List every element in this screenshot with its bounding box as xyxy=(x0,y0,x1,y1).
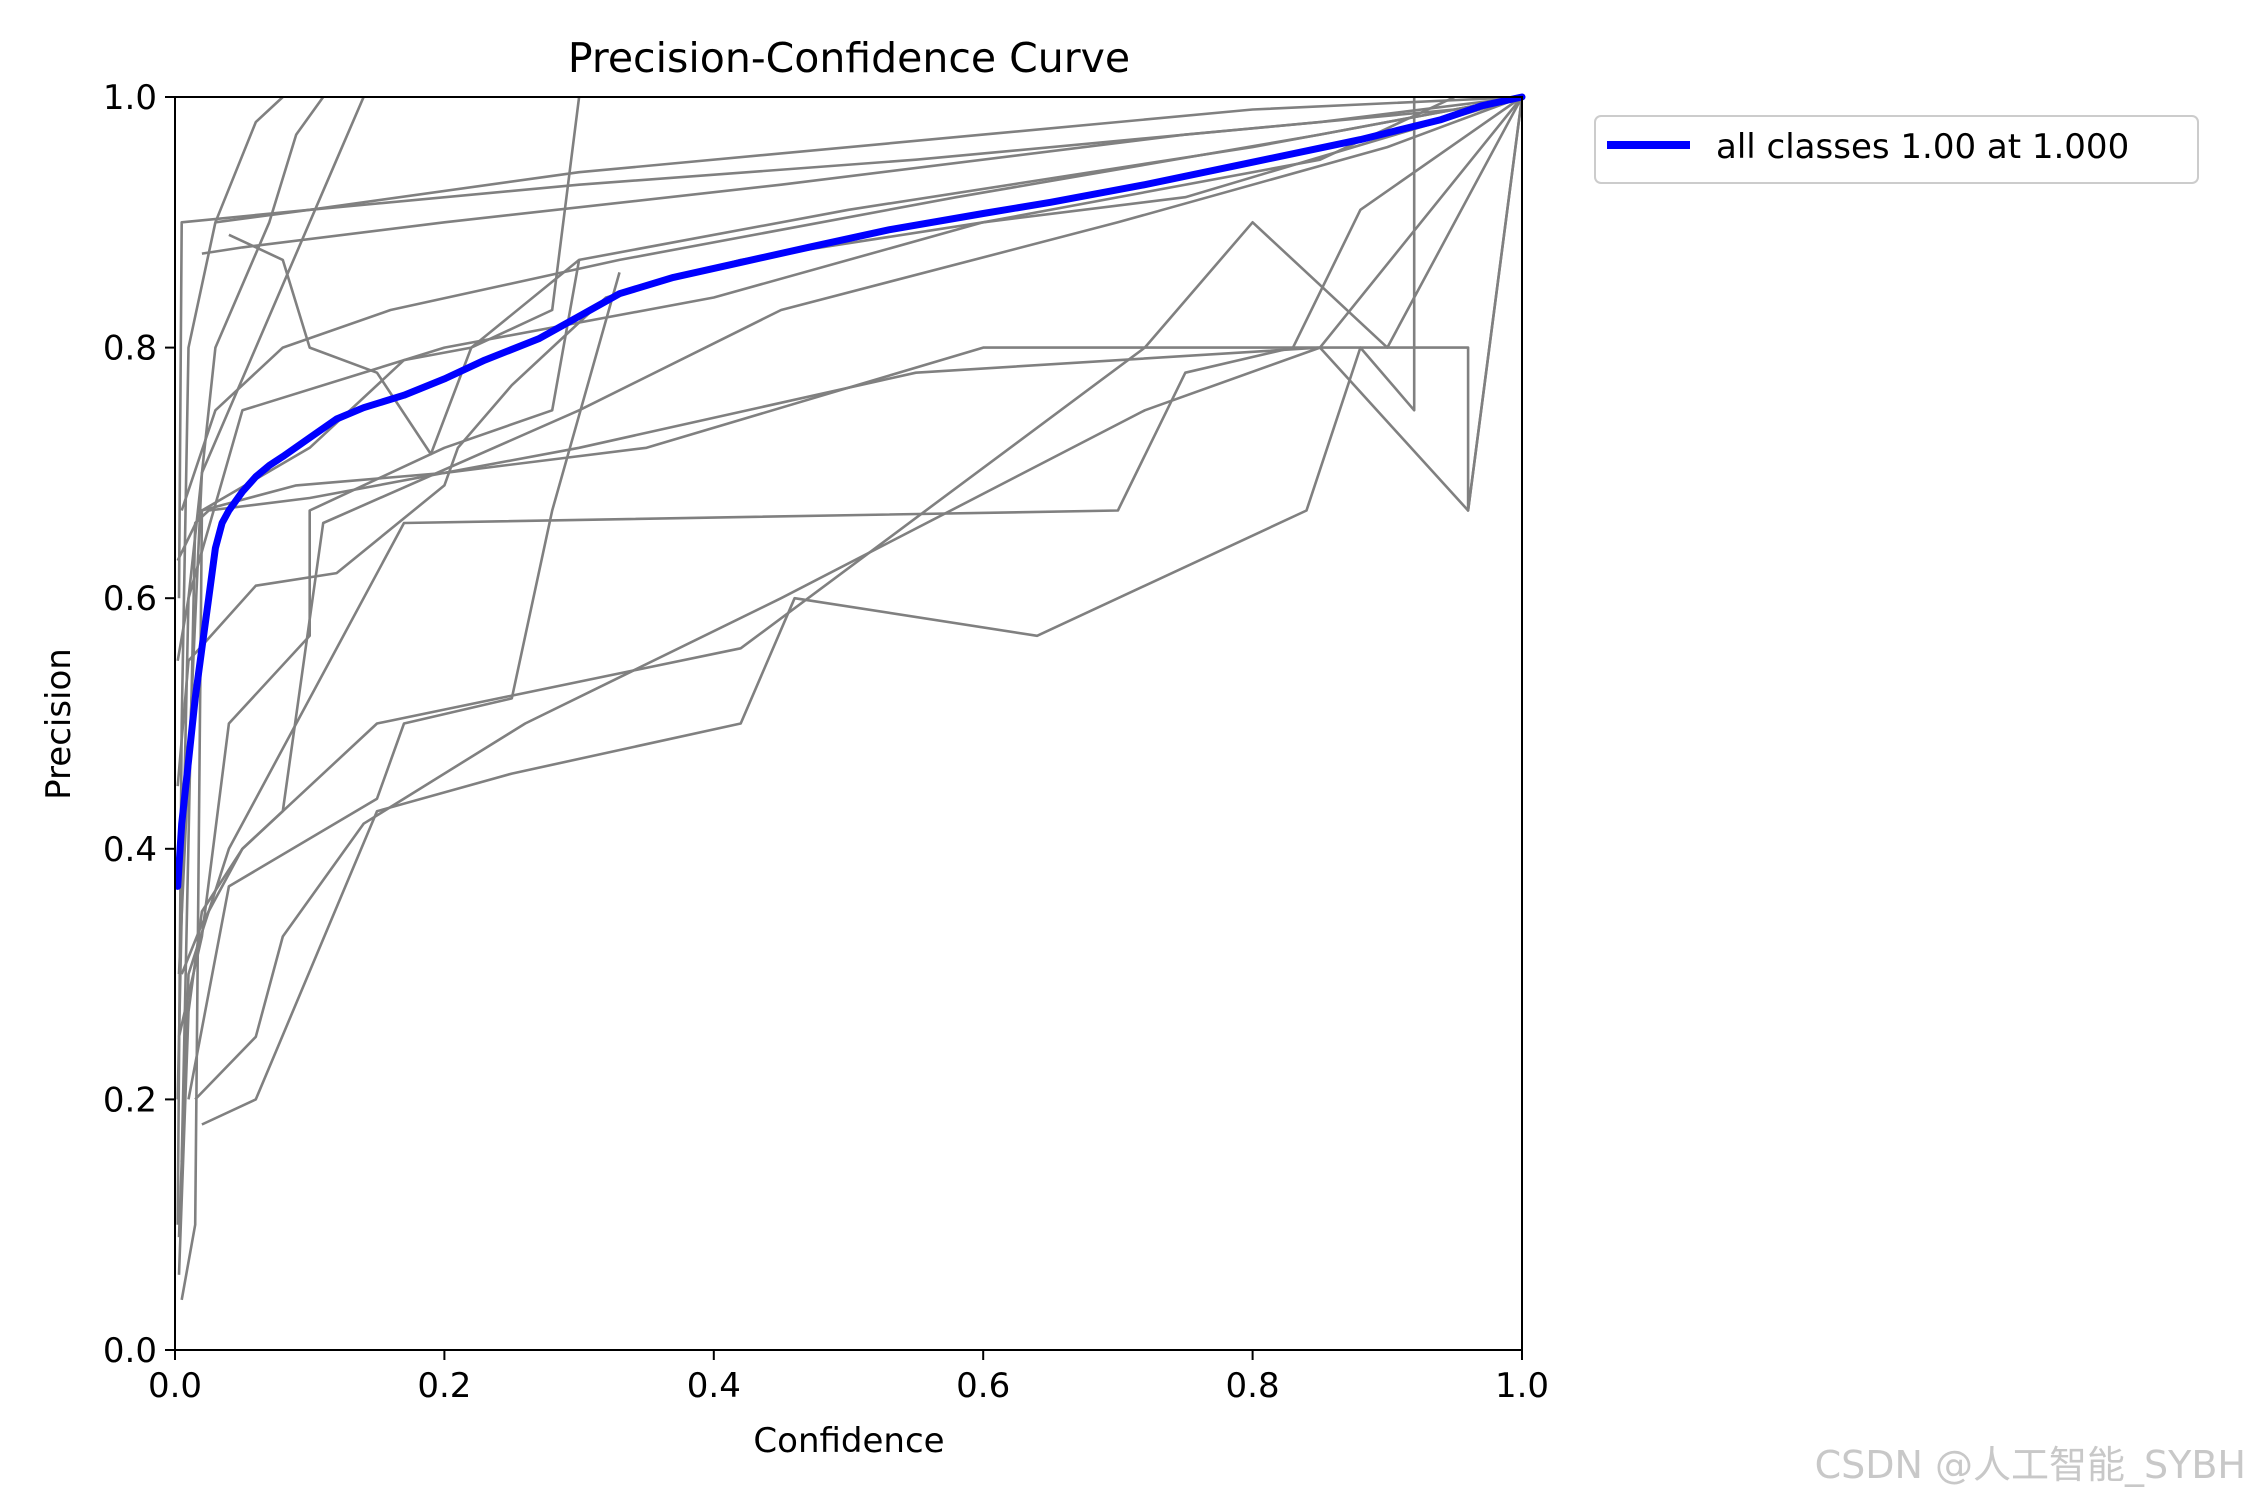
plot-frame xyxy=(174,96,1523,1351)
class-curve-15 xyxy=(194,96,1524,1101)
x-axis-label: Confidence xyxy=(753,1421,944,1461)
x-tick-label: 0.8 xyxy=(1226,1366,1280,1406)
class-curve-17 xyxy=(177,95,1523,1238)
y-axis-label: Precision xyxy=(39,648,79,800)
legend-box xyxy=(1594,115,2199,184)
class-curve-18 xyxy=(177,96,1524,1275)
legend: all classes 1.00 at 1.000 xyxy=(1594,115,2199,184)
class-curve-11 xyxy=(176,95,1456,662)
watermark: CSDN @人工智能_SYBH xyxy=(1815,1443,2246,1487)
x-tick-label: 0.4 xyxy=(687,1366,741,1406)
y-tick-label: 1.0 xyxy=(103,78,157,118)
class-curves xyxy=(176,95,1524,1301)
y-tick-label: 0.8 xyxy=(103,329,157,369)
main-series xyxy=(174,93,1526,890)
class-curve-3 xyxy=(177,96,365,975)
class-curve-16 xyxy=(201,97,1416,1126)
y-tick-label: 0.6 xyxy=(103,579,157,619)
x-tick-label: 1.0 xyxy=(1495,1366,1549,1406)
y-tick-label: 0.4 xyxy=(103,830,157,870)
chart-title: Precision-Confidence Curve xyxy=(568,34,1130,82)
x-axis-ticks: 0.0 0.2 0.4 0.6 0.8 1.0 xyxy=(148,1350,1549,1406)
x-tick-label: 0.0 xyxy=(148,1366,202,1406)
class-curve-8 xyxy=(228,95,1523,456)
x-tick-label: 0.6 xyxy=(956,1366,1010,1406)
class-curve-20 xyxy=(180,96,1524,1163)
class-curve-7 xyxy=(215,95,1523,224)
x-tick-label: 0.2 xyxy=(417,1366,471,1406)
y-tick-label: 0.2 xyxy=(103,1080,157,1120)
class-curve-12 xyxy=(180,95,1523,975)
class-curve-13 xyxy=(177,259,581,1038)
class-curve-19 xyxy=(180,96,1524,1301)
legend-entry: all classes 1.00 at 1.000 xyxy=(1716,127,2129,167)
class-curve-10 xyxy=(176,95,1523,787)
class-curve-14 xyxy=(187,272,621,1100)
y-axis-ticks: 0.0 0.2 0.4 0.6 0.8 1.0 xyxy=(103,78,175,1371)
y-tick-label: 0.0 xyxy=(103,1331,157,1371)
class-curve-4 xyxy=(177,95,1523,599)
series-line-all-classes xyxy=(174,93,1526,890)
